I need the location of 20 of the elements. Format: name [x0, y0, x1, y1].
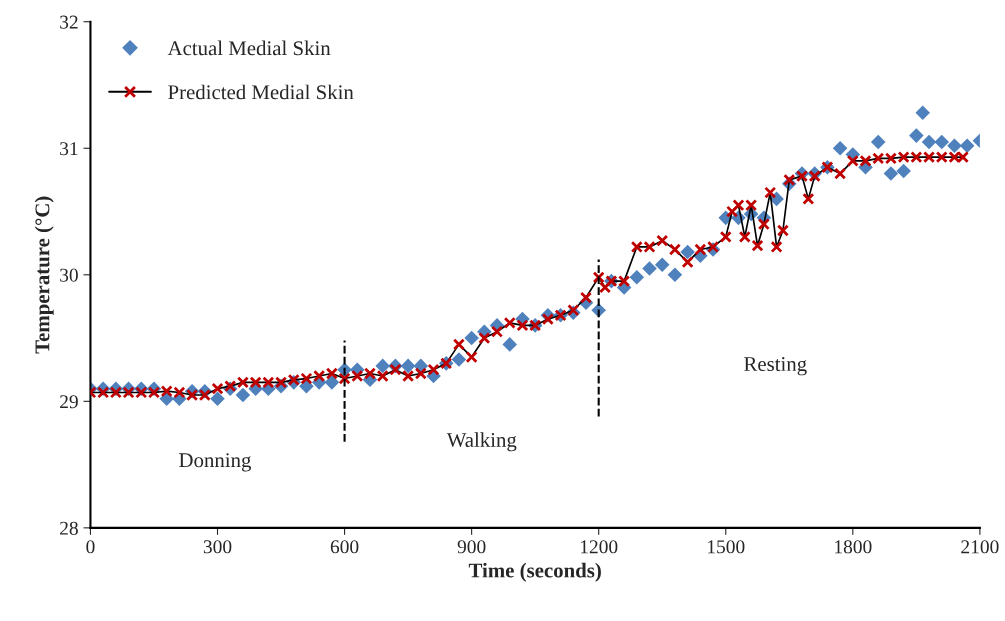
x-tick-label: 0	[86, 540, 95, 554]
y-tick-label: 32	[60, 15, 78, 29]
x-axis-title: Time (seconds)	[468, 562, 601, 582]
x-tick-label: 600	[330, 540, 359, 554]
annotation: Walking	[446, 432, 517, 452]
annotation: Donning	[179, 453, 252, 472]
y-tick-label: 28	[60, 521, 78, 535]
y-axis-title: Temperature (°C)	[34, 196, 54, 354]
x-tick-label: 1800	[835, 540, 872, 554]
x-tick-label: 1200	[580, 540, 618, 554]
y-tick-label: 31	[60, 142, 78, 156]
x-tick-label: 300	[203, 540, 232, 554]
x-tick-label: 900	[457, 540, 486, 554]
x-tick-label: 2100	[961, 540, 999, 554]
legend-label: Actual Medial Skin	[167, 40, 331, 56]
x-tick-label: 1500	[708, 540, 745, 554]
annotation: Resting	[744, 357, 807, 376]
y-tick-label: 29	[60, 395, 78, 409]
y-tick-label: 30	[60, 268, 78, 282]
legend-label: Predicted Medial Skin	[168, 84, 354, 100]
